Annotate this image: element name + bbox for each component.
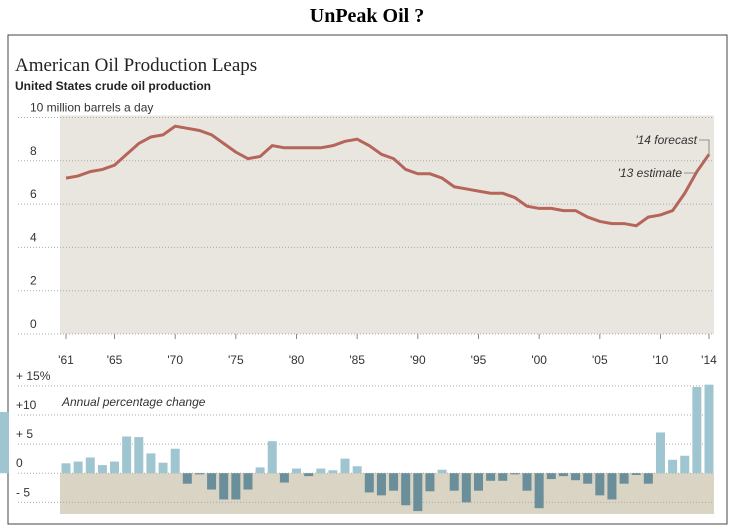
x-tick-label: '00 — [531, 353, 547, 367]
bar — [110, 461, 120, 474]
bar — [292, 468, 302, 474]
bar — [401, 473, 411, 506]
y-tick-label: 0 — [16, 456, 23, 470]
x-tick-label: '95 — [471, 353, 487, 367]
y-tick-label: +10 — [16, 398, 37, 412]
bar — [425, 473, 435, 492]
bar — [182, 473, 192, 484]
bar — [122, 436, 132, 474]
y-tick-label: + 15% — [16, 369, 51, 383]
data-line — [65, 124, 711, 228]
bar — [85, 457, 95, 474]
bar — [619, 473, 629, 484]
bar — [389, 473, 399, 491]
bar — [583, 473, 593, 484]
bar — [170, 448, 180, 474]
bar — [146, 453, 156, 474]
y-tick-label: + 5 — [16, 427, 33, 441]
bar — [534, 473, 544, 509]
chart-title: American Oil Production Leaps — [15, 55, 257, 76]
bar — [243, 473, 253, 490]
page-title: UnPeak Oil ? — [310, 5, 424, 27]
bar — [134, 437, 144, 474]
y-tick-label: 4 — [30, 230, 37, 244]
bar — [255, 467, 265, 474]
bar — [97, 465, 107, 474]
bar — [668, 459, 678, 474]
y-tick-label: 8 — [30, 144, 37, 158]
chart-subtitle: United States crude oil production — [15, 79, 211, 93]
bar — [194, 473, 204, 475]
bar — [558, 473, 568, 477]
bar — [207, 473, 217, 490]
bar — [61, 463, 71, 474]
bar — [522, 473, 532, 491]
bar — [340, 458, 350, 474]
bar — [631, 473, 641, 475]
x-tick-label: '75 — [228, 353, 244, 367]
bar — [376, 473, 386, 496]
bar — [279, 473, 289, 483]
bar — [510, 473, 520, 475]
bar — [461, 473, 471, 503]
negative-background — [60, 473, 714, 514]
x-tick-label: '14 — [701, 353, 717, 367]
annotation: '13 estimate — [618, 166, 683, 180]
x-tick-label: '80 — [289, 353, 305, 367]
bar — [607, 473, 617, 500]
bar — [449, 473, 459, 491]
y-tick-label: 6 — [30, 187, 37, 201]
plot-background — [60, 115, 714, 334]
bar — [704, 384, 714, 474]
bar — [655, 432, 665, 474]
annotation: Annual percentage change — [61, 395, 206, 409]
y-tick-label: - 5 — [16, 485, 30, 499]
bar — [680, 455, 690, 474]
bar — [73, 461, 83, 474]
bar — [364, 473, 374, 493]
bar — [498, 473, 508, 481]
bar — [486, 473, 496, 481]
bar — [231, 473, 241, 500]
bar — [158, 462, 168, 474]
bar — [692, 386, 702, 474]
annotation: '14 forecast — [635, 133, 697, 147]
y-tick-label: 0 — [30, 317, 37, 331]
bar — [546, 473, 556, 480]
bar — [304, 473, 314, 477]
x-tick-label: '70 — [167, 353, 183, 367]
bar — [328, 470, 338, 474]
bar — [437, 469, 447, 474]
y-tick-label: 2 — [30, 274, 37, 288]
x-tick-label: '65 — [107, 353, 123, 367]
bar — [643, 473, 653, 484]
bar — [473, 473, 483, 491]
x-tick-label: '90 — [410, 353, 426, 367]
annotation-leader — [699, 139, 710, 155]
bar — [595, 473, 605, 496]
y-tick-label: 10 million barrels a day — [30, 101, 153, 115]
annotation-leader — [684, 171, 698, 174]
x-tick-label: '10 — [653, 353, 669, 367]
x-tick-label: '61 — [58, 353, 74, 367]
bar — [352, 466, 362, 474]
bar — [0, 412, 9, 474]
x-tick-label: '85 — [349, 353, 365, 367]
bar — [413, 473, 423, 512]
bar — [571, 473, 581, 481]
bar — [316, 468, 326, 474]
frame — [7, 34, 728, 525]
bar — [267, 441, 277, 474]
x-tick-label: '05 — [592, 353, 608, 367]
bar — [219, 473, 229, 500]
